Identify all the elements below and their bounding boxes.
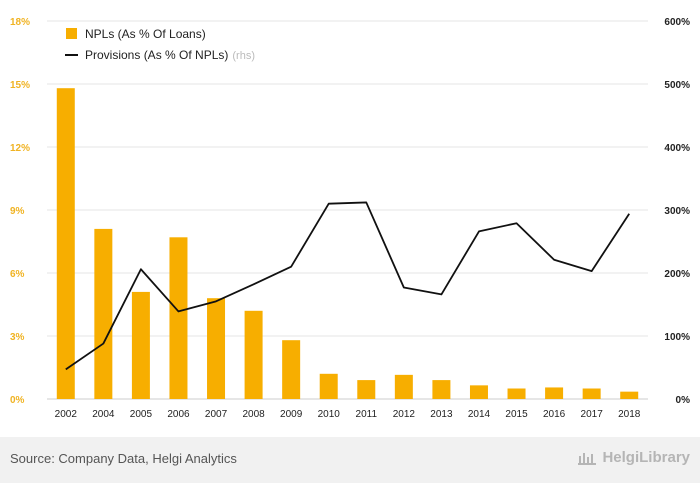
npl-bar	[545, 387, 564, 399]
x-tick-label: 2007	[205, 409, 228, 420]
npl-bar	[620, 391, 639, 399]
y-right-tick-label: 600%	[664, 17, 690, 28]
npl-bar	[582, 388, 601, 399]
y-right-tick-label: 200%	[664, 269, 690, 280]
y-right-tick-label: 0%	[676, 395, 691, 406]
legend-swatch-npls	[66, 28, 77, 39]
y-left-tick-label: 12%	[10, 143, 30, 154]
npl-bar	[432, 380, 451, 399]
brand-name: HelgiLibrary	[602, 449, 690, 466]
y-right-tick-label: 500%	[664, 80, 690, 91]
x-tick-label: 2004	[92, 409, 115, 420]
left-axis: 0% 3% 6% 9% 12% 15% 18%	[10, 17, 30, 406]
x-tick-label: 2008	[242, 409, 265, 420]
x-tick-label: 2013	[430, 409, 453, 420]
library-icon	[578, 452, 597, 465]
npl-bar	[169, 237, 188, 399]
x-tick-label: 2017	[581, 409, 604, 420]
npl-bar	[394, 374, 413, 399]
y-right-tick-label: 400%	[664, 143, 690, 154]
y-left-tick-label: 6%	[10, 269, 25, 280]
x-tick-label: 2014	[468, 409, 491, 420]
npl-bar	[319, 373, 338, 399]
right-axis: 0% 100% 200% 300% 400% 500% 600%	[664, 17, 690, 406]
x-tick-label: 2011	[356, 409, 378, 420]
legend-label-provisions: Provisions (As % Of NPLs) (rhs)	[85, 48, 255, 62]
y-right-tick-label: 100%	[664, 332, 690, 343]
npl-bar	[469, 385, 488, 399]
source-text: Source: Company Data, Helgi Analytics	[10, 451, 237, 466]
y-right-tick-label: 300%	[664, 206, 690, 217]
legend-label-provisions-name: Provisions (As % Of NPLs)	[85, 48, 228, 62]
x-tick-label: 2005	[130, 409, 153, 420]
npl-bar	[207, 298, 226, 399]
y-left-tick-label: 0%	[10, 395, 25, 406]
provisions-line-group	[65, 201, 630, 371]
npl-bar	[56, 88, 75, 399]
npl-bars	[56, 88, 639, 399]
brand-logo[interactable]: HelgiLibrary	[578, 449, 690, 466]
y-left-tick-label: 18%	[10, 17, 30, 28]
y-left-tick-label: 3%	[10, 332, 25, 343]
legend: NPLs (As % Of Loans) Provisions (As % Of…	[65, 27, 255, 62]
x-tick-label: 2018	[618, 409, 641, 420]
x-tick-label: 2016	[543, 409, 566, 420]
npl-bar	[244, 310, 263, 399]
x-tick-label: 2006	[167, 409, 190, 420]
provisions-line	[65, 201, 630, 371]
legend-label-provisions-suffix: (rhs)	[232, 50, 255, 62]
x-tick-label: 2015	[505, 409, 528, 420]
npl-bar	[131, 291, 150, 399]
x-tick-label: 2002	[55, 409, 78, 420]
x-tick-label: 2009	[280, 409, 303, 420]
combo-chart: 0% 3% 6% 9% 12% 15% 18% 0% 100% 200% 300% 400% 500%…	[10, 17, 690, 420]
legend-label-npls: NPLs (As % Of Loans)	[85, 27, 206, 41]
footer: Source: Company Data, Helgi Analytics He…	[0, 437, 700, 483]
x-tick-label: 2010	[318, 409, 341, 420]
npl-bar	[357, 380, 376, 399]
npl-bar	[282, 340, 301, 399]
y-left-tick-label: 15%	[10, 80, 30, 91]
y-left-tick-label: 9%	[10, 206, 25, 217]
npl-bar	[94, 228, 113, 399]
x-axis: 2002 2004 2005 2006 2007 2008 2009 2010 2011 2012…	[55, 409, 641, 420]
x-tick-label: 2012	[393, 409, 416, 420]
npl-bar	[507, 388, 526, 399]
